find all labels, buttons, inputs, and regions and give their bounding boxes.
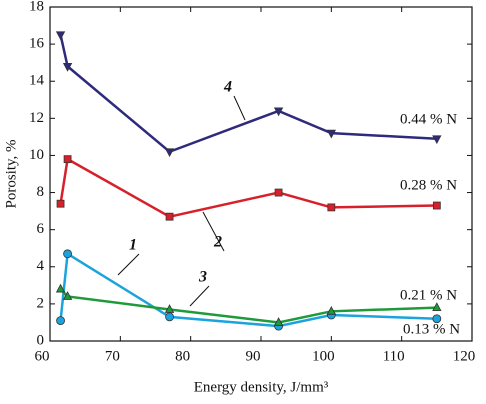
- y-tick-label: 14: [29, 73, 45, 89]
- y-tick-label: 16: [29, 36, 45, 52]
- point: [432, 302, 442, 312]
- y-tick-label: 0: [37, 332, 45, 348]
- x-tick-label: 90: [246, 348, 261, 364]
- x-tick-label: 60: [35, 348, 50, 364]
- series-line: [59, 251, 437, 328]
- leader-line: [189, 285, 210, 307]
- point: [62, 291, 73, 300]
- point: [273, 317, 284, 326]
- point: [274, 188, 283, 197]
- series-label: 0.13 % N: [403, 321, 460, 337]
- point: [326, 305, 337, 315]
- y-tick-label: 8: [37, 184, 45, 200]
- series-name: 4: [223, 79, 232, 96]
- y-tick-label: 10: [29, 147, 44, 163]
- series-line: [59, 157, 437, 219]
- y-tick-label: 2: [37, 295, 45, 311]
- x-tick-label: 100: [312, 348, 335, 364]
- series-name: 3: [198, 269, 207, 286]
- series-label: 0.44 % N: [400, 111, 457, 127]
- point: [55, 31, 66, 41]
- point: [432, 201, 441, 210]
- point: [165, 212, 174, 221]
- leader-line: [202, 211, 225, 252]
- series-label: 0.28 % N: [400, 177, 457, 193]
- series-name: 1: [129, 237, 137, 254]
- y-tick-label: 6: [37, 221, 45, 237]
- series-label: 0.21 % N: [400, 287, 457, 303]
- leader-line: [117, 253, 140, 276]
- y-axis-label: Porosity, %: [3, 139, 19, 208]
- point: [327, 203, 336, 212]
- y-tick-label: 12: [29, 110, 44, 126]
- point: [165, 312, 174, 322]
- point: [273, 107, 284, 117]
- series-name: 2: [213, 234, 222, 251]
- x-tick-label: 120: [453, 348, 476, 364]
- x-tick-label: 110: [383, 348, 405, 364]
- leader-line: [233, 95, 246, 121]
- point: [432, 314, 442, 324]
- point: [164, 304, 175, 313]
- point: [56, 199, 65, 208]
- point: [432, 135, 442, 145]
- y-tick-label: 18: [29, 0, 44, 14]
- point: [63, 155, 72, 164]
- series-line: [59, 34, 437, 154]
- point: [164, 148, 175, 158]
- point: [56, 316, 65, 325]
- y-tick-label: 4: [37, 258, 45, 274]
- point: [326, 129, 337, 139]
- x-tick-label: 80: [175, 348, 190, 364]
- point: [55, 283, 66, 293]
- x-axis-label: Energy density, J/mm³: [194, 379, 329, 395]
- point: [62, 62, 73, 72]
- x-tick-label: 70: [105, 348, 120, 364]
- point: [63, 249, 72, 259]
